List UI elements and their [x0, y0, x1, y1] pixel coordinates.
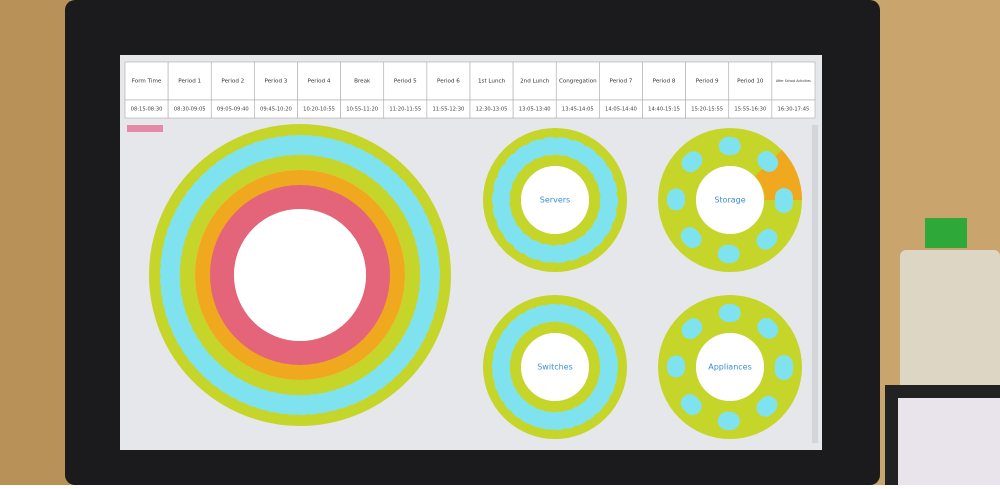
padlock	[925, 218, 967, 248]
period-time: 10:20-10:55	[303, 107, 335, 113]
period-name: Period 2	[221, 79, 244, 85]
period-name: Congregation	[559, 79, 597, 85]
chart-label: Storage	[714, 196, 745, 205]
period-name: Form Time	[132, 79, 162, 85]
period-name: Period 4	[308, 79, 331, 85]
period-time: 11:55-12:30	[433, 107, 465, 113]
ring-inner	[210, 185, 390, 365]
period-time: 15:55-16:30	[734, 107, 766, 113]
header-cell	[469, 61, 514, 101]
period-name: Period 9	[696, 79, 719, 85]
donut-center	[521, 333, 589, 401]
period-name: After School Activities	[776, 79, 811, 83]
donut-center	[696, 166, 764, 234]
time-cell	[771, 99, 816, 119]
header-cell	[340, 61, 385, 101]
period-time: 11:20-11:55	[389, 107, 421, 113]
schedule-table: Form Time 08:15-08:30 Period 1 08:30-09:05 P…	[124, 61, 816, 119]
ring-blobs	[160, 135, 440, 415]
period-time: 09:45-10:20	[260, 107, 292, 113]
scrollbar	[812, 125, 818, 443]
period-name: Period 6	[437, 79, 460, 85]
period-time: 14:40-15:15	[648, 107, 680, 113]
safe-box	[900, 250, 1000, 390]
donut-blobs	[492, 304, 618, 430]
chart-label: Appliances	[708, 363, 752, 372]
period-name: Period 3	[265, 79, 288, 85]
period-time: 14:05-14:40	[605, 107, 637, 113]
header-cell	[512, 61, 557, 101]
donut-blobs	[667, 304, 793, 430]
ring-middle	[195, 170, 405, 380]
period-time: 13:45-14:05	[562, 107, 594, 113]
header-cell	[771, 61, 816, 101]
sunburst-main	[149, 124, 451, 426]
period-name: Break	[354, 79, 371, 85]
period-time: 12:30-13:05	[476, 107, 508, 113]
header-cell	[426, 61, 471, 101]
donut-center	[696, 333, 764, 401]
period-name: Period 5	[394, 79, 417, 85]
period-time: 08:30-09:05	[174, 107, 206, 113]
period-name: 1st Lunch	[478, 79, 506, 85]
header-cell	[728, 61, 773, 101]
header-cell	[124, 61, 169, 101]
center	[234, 209, 366, 341]
donut-center	[521, 166, 589, 234]
chart-label: Servers	[540, 196, 570, 205]
period-name: Period 8	[653, 79, 676, 85]
period-time: 08:15-08:30	[131, 107, 163, 113]
header-cell	[167, 61, 212, 101]
period-name: 2nd Lunch	[520, 79, 550, 85]
small-charts: Servers Storage Switches Appliances	[483, 128, 803, 439]
period-time: 13:05-13:40	[519, 107, 551, 113]
chart-label: Switches	[537, 363, 573, 372]
header-cell	[383, 61, 428, 101]
period-name: Period 10	[737, 79, 764, 85]
header-cell	[254, 61, 298, 101]
wall-left	[0, 0, 70, 485]
second-screen	[898, 398, 1000, 485]
period-name: Period 7	[610, 79, 633, 85]
donut-blobs	[667, 137, 793, 263]
header-cell	[297, 61, 341, 101]
period-time: 10:55-11:20	[346, 107, 378, 113]
period-time: 16:30-17:45	[778, 107, 810, 113]
period-name: Period 1	[178, 79, 201, 85]
donut-blobs	[492, 137, 618, 263]
period-time: 09:05-09:40	[217, 107, 249, 113]
period-time: 15:20-15:55	[691, 107, 723, 113]
logo	[127, 125, 163, 132]
donut-segment	[755, 150, 803, 200]
